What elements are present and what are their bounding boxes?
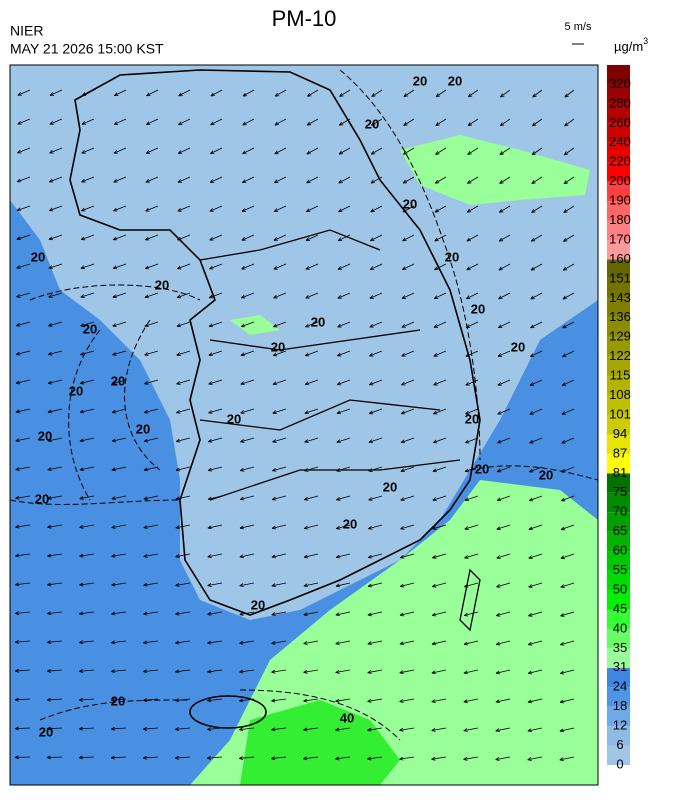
- contour-label: 20: [38, 428, 52, 443]
- contour-label: 20: [311, 314, 325, 329]
- colorbar-label: 50: [613, 581, 627, 596]
- colorbar-label: 190: [609, 193, 631, 208]
- title: PM-10: [272, 6, 337, 31]
- contour-label: 20: [69, 383, 83, 398]
- colorbar-label: 45: [613, 601, 627, 616]
- colorbar-label: 55: [613, 562, 627, 577]
- contour-label: 20: [465, 411, 479, 426]
- contour-label: 20: [539, 467, 553, 482]
- contour-label: 20: [227, 411, 241, 426]
- colorbar-label: 40: [613, 620, 627, 635]
- contour-label: 20: [136, 421, 150, 436]
- contour-label: 20: [413, 73, 427, 88]
- contour-label: 20: [31, 249, 45, 264]
- colorbar-label: 101: [609, 406, 631, 421]
- wind-arrow: [47, 757, 62, 758]
- unit-sup: 3: [643, 36, 648, 46]
- contour-label: 20: [403, 196, 417, 211]
- contour-label: 20: [39, 724, 53, 739]
- contour-label: 20: [35, 491, 49, 506]
- colorbar-label: 12: [613, 718, 627, 733]
- map: 20 20 20 20 20 20 20 20 20 20 20 20 20 20 20 20 20 20 20 20…: [10, 65, 598, 785]
- contour-label: 20: [251, 597, 265, 612]
- colorbar-label: 70: [613, 504, 627, 519]
- colorbar: 0 6 12 18 24 31 35 40 45 50 55 60 65 70 75 81 87 94 101 108…: [607, 65, 631, 771]
- time: MAY 21 2026 15:00 KST: [10, 41, 164, 57]
- contour-label: 20: [383, 479, 397, 494]
- unit: µg/m3: [614, 36, 648, 54]
- contour-label: 20: [445, 249, 459, 264]
- wind-scale: 5 m/s: [565, 21, 592, 33]
- contour-label: 20: [365, 116, 379, 131]
- contour-label: 40: [340, 710, 354, 725]
- contour-label: 20: [471, 301, 485, 316]
- colorbar-label: 320: [609, 76, 631, 91]
- contour-label: 20: [111, 693, 125, 708]
- contour-label: 20: [83, 321, 97, 336]
- colorbar-label: 180: [609, 212, 631, 227]
- colorbar-label: 0: [616, 756, 623, 771]
- colorbar-label: 6: [616, 737, 623, 752]
- colorbar-label: 35: [613, 640, 627, 655]
- contour-label: 20: [511, 339, 525, 354]
- colorbar-label: 87: [613, 445, 627, 460]
- colorbar-label: 75: [613, 484, 627, 499]
- contour-label: 20: [271, 339, 285, 354]
- contour-label: 20: [111, 373, 125, 388]
- colorbar-label: 170: [609, 231, 631, 246]
- colorbar-label: 115: [610, 368, 631, 383]
- colorbar-label: 200: [609, 173, 631, 188]
- colorbar-label: 94: [613, 426, 627, 441]
- colorbar-label: 129: [609, 329, 631, 344]
- colorbar-label: 65: [613, 523, 627, 538]
- colorbar-label: 60: [613, 543, 627, 558]
- colorbar-label: 31: [613, 659, 627, 674]
- colorbar-label: 260: [609, 115, 631, 130]
- colorbar-label: 81: [613, 465, 627, 480]
- contour-label: 20: [155, 277, 169, 292]
- colorbar-label: 220: [609, 154, 631, 169]
- colorbar-label: 108: [609, 387, 631, 402]
- colorbar-label: 143: [609, 290, 631, 305]
- unit-text: µg/m: [614, 39, 643, 54]
- contour-label: 20: [448, 73, 462, 88]
- contour-label: 20: [343, 516, 357, 531]
- contour-label: 20: [475, 461, 489, 476]
- colorbar-label: 160: [609, 251, 631, 266]
- colorbar-label: 24: [613, 679, 627, 694]
- colorbar-label: 240: [609, 134, 631, 149]
- colorbar-label: 122: [609, 348, 631, 363]
- colorbar-label: 151: [609, 270, 631, 285]
- colorbar-label: 136: [609, 309, 631, 324]
- colorbar-label: 18: [613, 698, 627, 713]
- colorbar-label: 280: [609, 95, 631, 110]
- source: NIER: [10, 23, 43, 39]
